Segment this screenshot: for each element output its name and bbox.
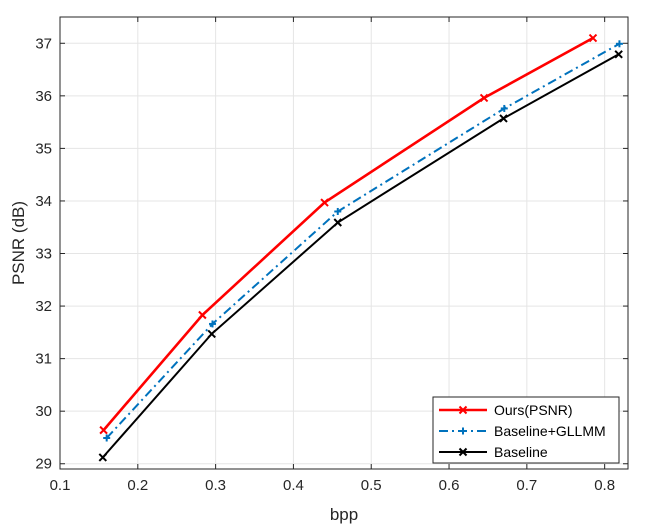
x-tick-label: 0.3 [205,477,226,494]
legend-item: Ours(PSNR) [439,402,573,418]
x-tick-label: 0.8 [594,477,615,494]
y-tick-label: 29 [35,456,52,473]
data-point-marker [198,310,207,320]
plot-frame [59,16,629,470]
legend-item: Baseline+GLLMM [439,423,606,439]
data-point-marker [459,427,467,435]
legend-item: Baseline [439,444,548,460]
data-point-marker [615,40,623,48]
marker-stroke [98,453,108,462]
data-point-marker [458,405,468,415]
y-tick-label: 36 [35,88,52,105]
legend: Ours(PSNR) Baseline+GLLMM Baseline [432,396,620,464]
y-tick-label: 32 [35,298,52,315]
data-point-marker [334,207,342,215]
x-tick-label: 0.1 [50,477,71,494]
legend-label: Ours(PSNR) [494,402,573,418]
data-series [98,33,623,462]
data-point-marker [103,434,111,442]
series-baseline-gllmm [103,40,623,442]
y-tick-label: 34 [35,193,52,210]
marker-stroke [198,310,207,320]
y-tick-label: 35 [35,140,52,157]
data-point-marker [98,453,108,462]
data-point-marker [209,320,217,328]
data-point-marker [333,218,342,227]
y-axis-label: PSNR (dB) [9,201,28,285]
legend-label: Baseline [494,444,548,460]
y-tick-label: 30 [35,403,52,420]
x-tick-label: 0.7 [516,477,537,494]
marker-stroke [320,198,329,207]
marker-stroke [499,114,508,123]
axis-ticks: 0.1 0.2 0.3 0.4 0.5 0.6 0.7 0.8 29 30 31 32 33 34 35 36… [35,17,628,494]
marker-stroke [207,329,216,339]
data-point-marker [500,104,508,112]
marker-stroke [614,50,623,59]
marker-stroke [458,447,468,457]
data-point-marker [458,447,468,457]
data-point-marker [479,93,489,103]
data-point-marker [499,114,508,123]
marker-stroke [479,93,489,103]
x-tick-label: 0.6 [439,477,460,494]
x-tick-label: 0.2 [127,477,148,494]
data-point-marker [588,33,598,43]
y-tick-label: 31 [35,351,52,368]
x-axis-label: bpp [330,505,358,524]
legend-label: Baseline+GLLMM [494,423,606,439]
series-ours-psnr [99,33,598,435]
marker-stroke [333,218,342,227]
x-tick-label: 0.5 [361,477,382,494]
marker-stroke [99,425,108,435]
marker-stroke [458,405,468,415]
marker-stroke [588,33,598,43]
data-point-marker [320,198,329,207]
y-tick-label: 33 [35,246,52,263]
series-baseline [98,50,623,462]
y-tick-label: 37 [35,35,52,52]
x-tick-label: 0.4 [283,477,304,494]
data-point-marker [99,425,108,435]
data-point-marker [614,50,623,59]
data-point-marker [207,329,216,339]
